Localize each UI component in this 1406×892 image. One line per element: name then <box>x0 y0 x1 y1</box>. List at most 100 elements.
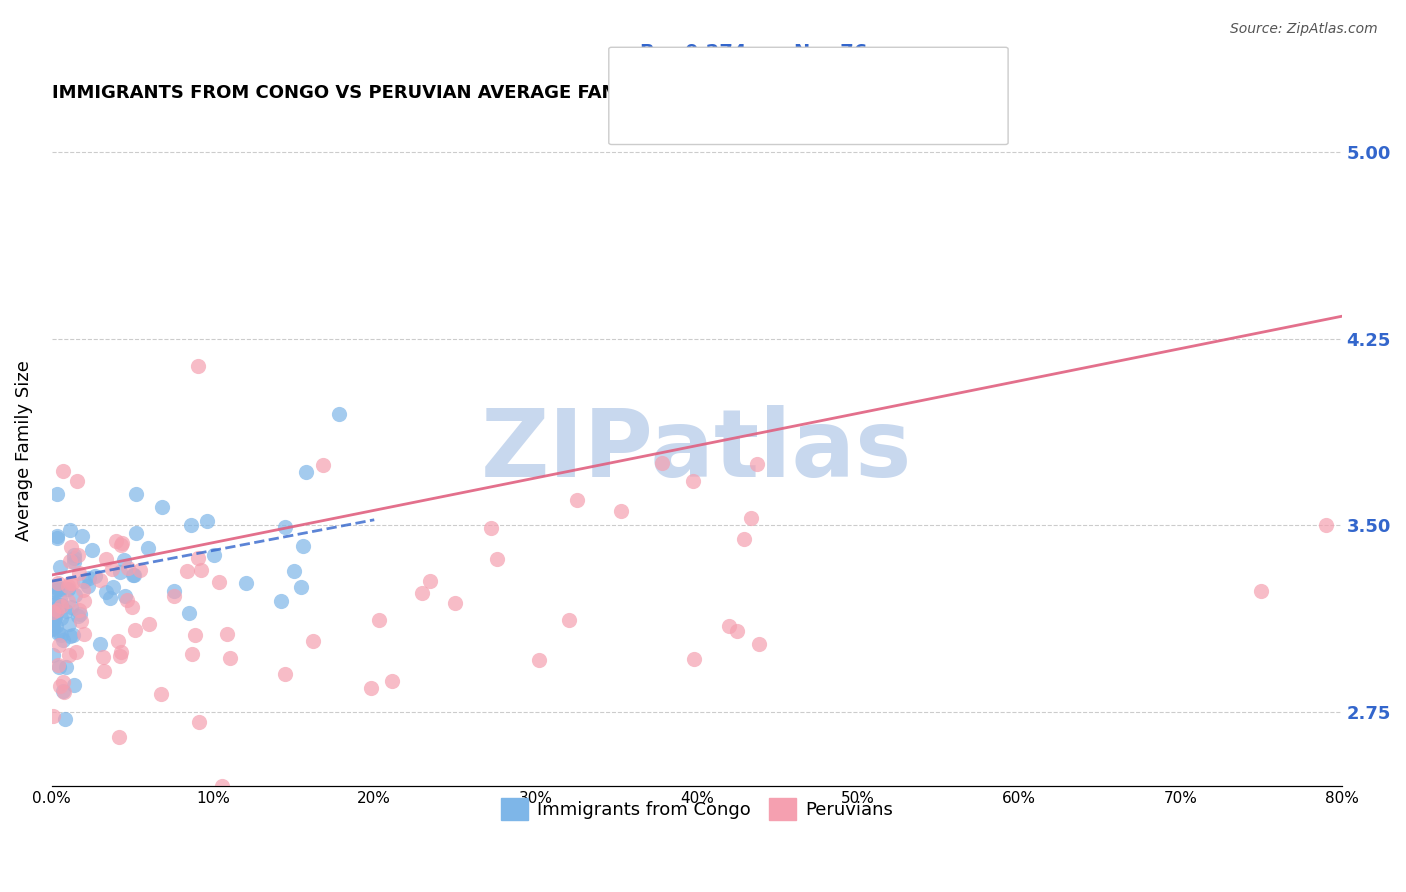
Point <box>62 678 84 692</box>
Point <box>180 517 202 532</box>
Point <box>42 607 65 621</box>
Point <box>558 613 581 627</box>
Point <box>112 552 135 566</box>
Point <box>740 511 762 525</box>
Point <box>567 492 589 507</box>
Point <box>108 730 131 744</box>
Point <box>59 599 82 614</box>
Point <box>235 576 257 591</box>
Point <box>91 649 114 664</box>
Point <box>368 613 391 627</box>
Point <box>89 637 111 651</box>
Point <box>52 675 75 690</box>
Point <box>73 627 96 641</box>
Point <box>150 500 173 515</box>
Point <box>49 611 72 625</box>
Point <box>49 627 72 641</box>
Point <box>107 634 129 648</box>
Point <box>136 541 159 556</box>
Point <box>745 458 768 472</box>
Point <box>176 565 198 579</box>
Point <box>748 636 770 650</box>
Point <box>96 584 118 599</box>
Point <box>274 519 297 533</box>
Point <box>73 594 96 608</box>
Point <box>56 579 79 593</box>
Point <box>56 594 79 608</box>
Point <box>55 604 77 618</box>
Point <box>360 681 382 695</box>
Text: N = 86: N = 86 <box>794 78 868 97</box>
Point <box>302 634 325 648</box>
Point <box>108 649 131 664</box>
Point <box>52 684 75 698</box>
Point <box>101 562 124 576</box>
Point <box>188 714 211 729</box>
Point <box>45 582 67 596</box>
Point <box>125 526 148 541</box>
Point <box>44 611 66 625</box>
Point <box>44 613 66 627</box>
Point <box>725 624 748 639</box>
Point <box>184 628 207 642</box>
Point <box>190 563 212 577</box>
Point <box>66 474 89 488</box>
Point <box>381 674 404 689</box>
Point <box>682 474 704 488</box>
Point <box>63 550 86 565</box>
Point <box>283 564 305 578</box>
Point <box>312 458 335 472</box>
Point <box>651 456 673 470</box>
Legend: Immigrants from Congo, Peruvians: Immigrants from Congo, Peruvians <box>489 788 904 831</box>
Point <box>46 531 69 545</box>
Point <box>59 554 82 568</box>
Point <box>89 574 111 588</box>
Point <box>117 561 139 575</box>
Point <box>218 651 240 665</box>
Point <box>67 603 90 617</box>
Point <box>42 709 65 723</box>
Point <box>52 632 75 647</box>
Point <box>42 599 65 613</box>
Point <box>94 552 117 566</box>
Point <box>110 645 132 659</box>
Point <box>42 622 65 636</box>
Point <box>207 574 229 589</box>
Point <box>42 621 65 635</box>
Point <box>76 579 98 593</box>
Point <box>163 584 186 599</box>
Point <box>55 660 77 674</box>
Point <box>187 359 209 373</box>
Point <box>70 528 93 542</box>
Point <box>419 574 441 588</box>
Point <box>84 568 107 582</box>
Point <box>70 614 93 628</box>
Point <box>60 576 83 591</box>
Point <box>609 504 631 518</box>
Point <box>45 582 67 597</box>
Point <box>46 603 69 617</box>
Point <box>49 559 72 574</box>
Point <box>46 657 69 672</box>
Point <box>733 533 755 547</box>
Point <box>42 605 65 619</box>
Point <box>150 687 173 701</box>
Point <box>58 648 80 663</box>
Text: R = 0.186: R = 0.186 <box>640 78 747 97</box>
Point <box>124 623 146 637</box>
Point <box>290 580 312 594</box>
Point <box>52 464 75 478</box>
Point <box>46 487 69 501</box>
Point <box>63 588 86 602</box>
Point <box>181 647 204 661</box>
Point <box>527 653 550 667</box>
Point <box>48 680 70 694</box>
Point <box>59 540 82 554</box>
Point <box>195 515 218 529</box>
Point <box>51 599 73 613</box>
Point <box>42 648 65 662</box>
Point <box>72 582 94 597</box>
Point <box>111 536 134 550</box>
Point <box>110 538 132 552</box>
Point <box>274 667 297 681</box>
